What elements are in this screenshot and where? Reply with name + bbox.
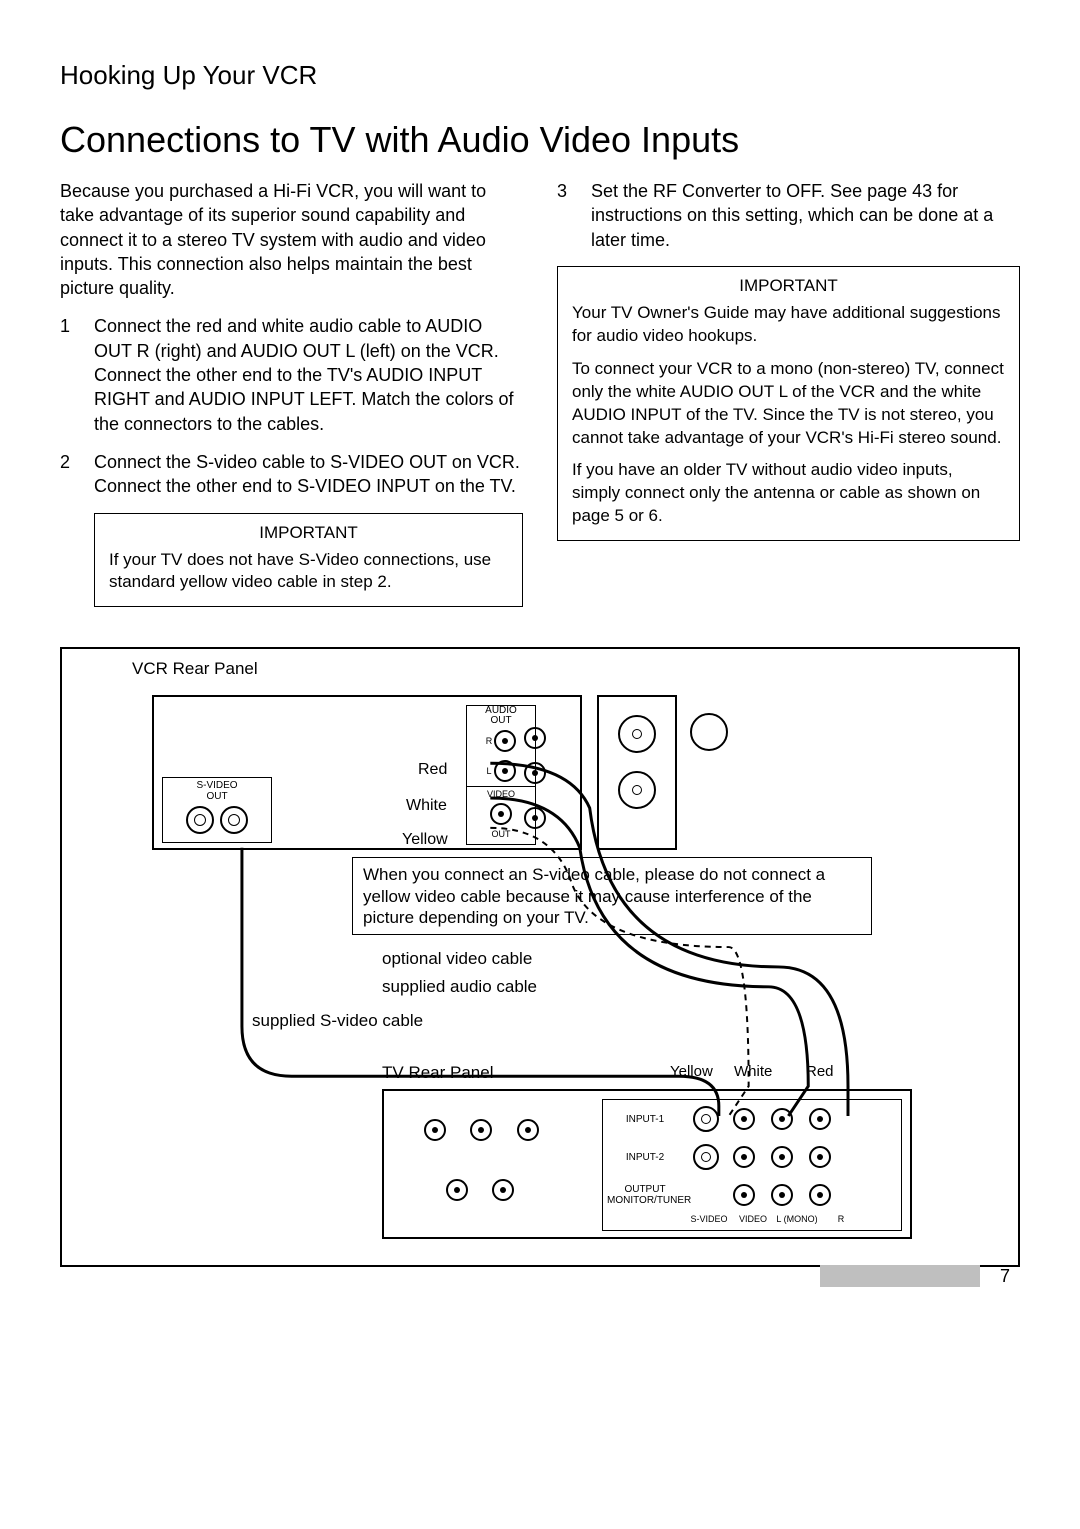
step-3: Set the RF Converter to OFF. See page 43… <box>557 179 1020 252</box>
important-label: IMPORTANT <box>109 522 508 545</box>
l-label: L <box>486 766 491 776</box>
rca-jack-icon <box>771 1184 793 1206</box>
plug-red-label: Red <box>418 761 447 779</box>
rca-jack-icon <box>809 1146 831 1168</box>
rca-jack-icon <box>733 1146 755 1168</box>
rca-jack-icon <box>771 1146 793 1168</box>
steps-list: Connect the red and white audio cable to… <box>60 314 523 498</box>
cable-red-label: Red <box>806 1063 834 1080</box>
step-2: Connect the S-video cable to S-VIDEO OUT… <box>60 450 523 499</box>
cable-white-label: White <box>734 1063 772 1080</box>
supplied-svideo-label: supplied S-video cable <box>252 1011 423 1031</box>
section-header: Hooking Up Your VCR <box>60 60 1020 91</box>
important-box-1: IMPORTANT If your TV does not have S-Vid… <box>94 513 523 608</box>
rca-jack-icon <box>809 1108 831 1130</box>
content-columns: Because you purchased a Hi-Fi VCR, you w… <box>60 179 1020 607</box>
jack-icon <box>690 713 728 751</box>
svideo-jack-icon <box>186 806 214 834</box>
vcr-antenna-box <box>597 695 677 850</box>
optional-video-label: optional video cable <box>382 949 532 969</box>
left-column: Because you purchased a Hi-Fi VCR, you w… <box>60 179 523 607</box>
tv-rear-panel: INPUT-1 INPUT-2 OUTPUT MONITOR/TUNER <box>382 1089 912 1239</box>
footer-grey-bar <box>820 1265 980 1287</box>
steps-list-right: Set the RF Converter to OFF. See page 43… <box>557 179 1020 252</box>
rca-jack-icon <box>470 1119 492 1141</box>
r-label: R <box>486 736 493 746</box>
tv-svideo-col: S-VIDEO <box>687 1214 731 1224</box>
plug-white-label: White <box>406 797 447 815</box>
rca-jack-icon <box>524 727 546 749</box>
tv-left-jacks <box>414 1119 549 1146</box>
connection-diagram: VCR Rear Panel S-VIDEO OUT AUDIO OUT R L… <box>60 647 1020 1267</box>
coax-jack-icon <box>618 715 656 753</box>
tv-audio-l-col: L (MONO) <box>775 1214 819 1224</box>
rca-jack-icon <box>771 1108 793 1130</box>
tv-panel-label: TV Rear Panel <box>382 1063 494 1083</box>
page-title: Connections to TV with Audio Video Input… <box>60 119 1020 161</box>
important-2-p1: Your TV Owner's Guide may have additiona… <box>572 302 1005 348</box>
cable-yellow-label: Yellow <box>670 1063 713 1080</box>
rca-jack-icon <box>446 1179 468 1201</box>
tv-left-jacks-2 <box>436 1179 524 1206</box>
svideo-jack-icon <box>220 806 248 834</box>
intro-paragraph: Because you purchased a Hi-Fi VCR, you w… <box>60 179 523 300</box>
rca-jack-icon <box>524 807 546 829</box>
second-rca-column <box>524 705 578 845</box>
important-label-2: IMPORTANT <box>572 275 1005 298</box>
svideo-note-box: When you connect an S-video cable, pleas… <box>352 857 872 935</box>
tv-video-col: VIDEO <box>731 1214 775 1224</box>
page-number: 7 <box>1000 1266 1010 1287</box>
rca-jack-icon <box>517 1119 539 1141</box>
svideo-out-label: S-VIDEO OUT <box>163 780 271 802</box>
vcr-blank-jacks <box>687 695 731 850</box>
vcr-panel-label: VCR Rear Panel <box>132 659 258 679</box>
important-2-p2: To connect your VCR to a mono (non-stere… <box>572 358 1005 450</box>
rca-jack-icon <box>494 760 516 782</box>
tv-column-labels: S-VIDEO VIDEO L (MONO) R <box>603 1214 901 1224</box>
svideo-out-box: S-VIDEO OUT <box>162 777 272 843</box>
tv-input-matrix: INPUT-1 INPUT-2 OUTPUT MONITOR/TUNER <box>602 1099 902 1231</box>
tv-audio-r-col: R <box>819 1214 863 1224</box>
tv-output-label: OUTPUT MONITOR/TUNER <box>603 1184 687 1206</box>
supplied-audio-label: supplied audio cable <box>382 977 537 997</box>
svideo-jack-icon <box>693 1106 719 1132</box>
rca-jack-icon <box>733 1184 755 1206</box>
tv-input2-label: INPUT-2 <box>603 1152 687 1163</box>
tv-row-input1: INPUT-1 <box>603 1100 901 1138</box>
rca-jack-icon <box>524 762 546 784</box>
coax-jack-icon <box>618 771 656 809</box>
tv-input1-label: INPUT-1 <box>603 1114 687 1125</box>
rca-jack-icon <box>492 1179 514 1201</box>
rca-jack-icon <box>494 730 516 752</box>
rca-jack-icon <box>809 1184 831 1206</box>
step-1: Connect the red and white audio cable to… <box>60 314 523 435</box>
svideo-jack-icon <box>693 1144 719 1170</box>
right-column: Set the RF Converter to OFF. See page 43… <box>557 179 1020 607</box>
important-1-text: If your TV does not have S-Video connect… <box>109 549 508 595</box>
rca-jack-icon <box>424 1119 446 1141</box>
plug-yellow-label: Yellow <box>402 831 448 849</box>
vcr-rear-panel: S-VIDEO OUT AUDIO OUT R L VIDEO OUT <box>152 695 582 850</box>
tv-row-output: OUTPUT MONITOR/TUNER <box>603 1176 901 1214</box>
rca-jack-icon <box>733 1108 755 1130</box>
important-2-p3: If you have an older TV without audio vi… <box>572 459 1005 528</box>
rca-jack-icon <box>490 803 512 825</box>
important-box-2: IMPORTANT Your TV Owner's Guide may have… <box>557 266 1020 541</box>
tv-row-input2: INPUT-2 <box>603 1138 901 1176</box>
